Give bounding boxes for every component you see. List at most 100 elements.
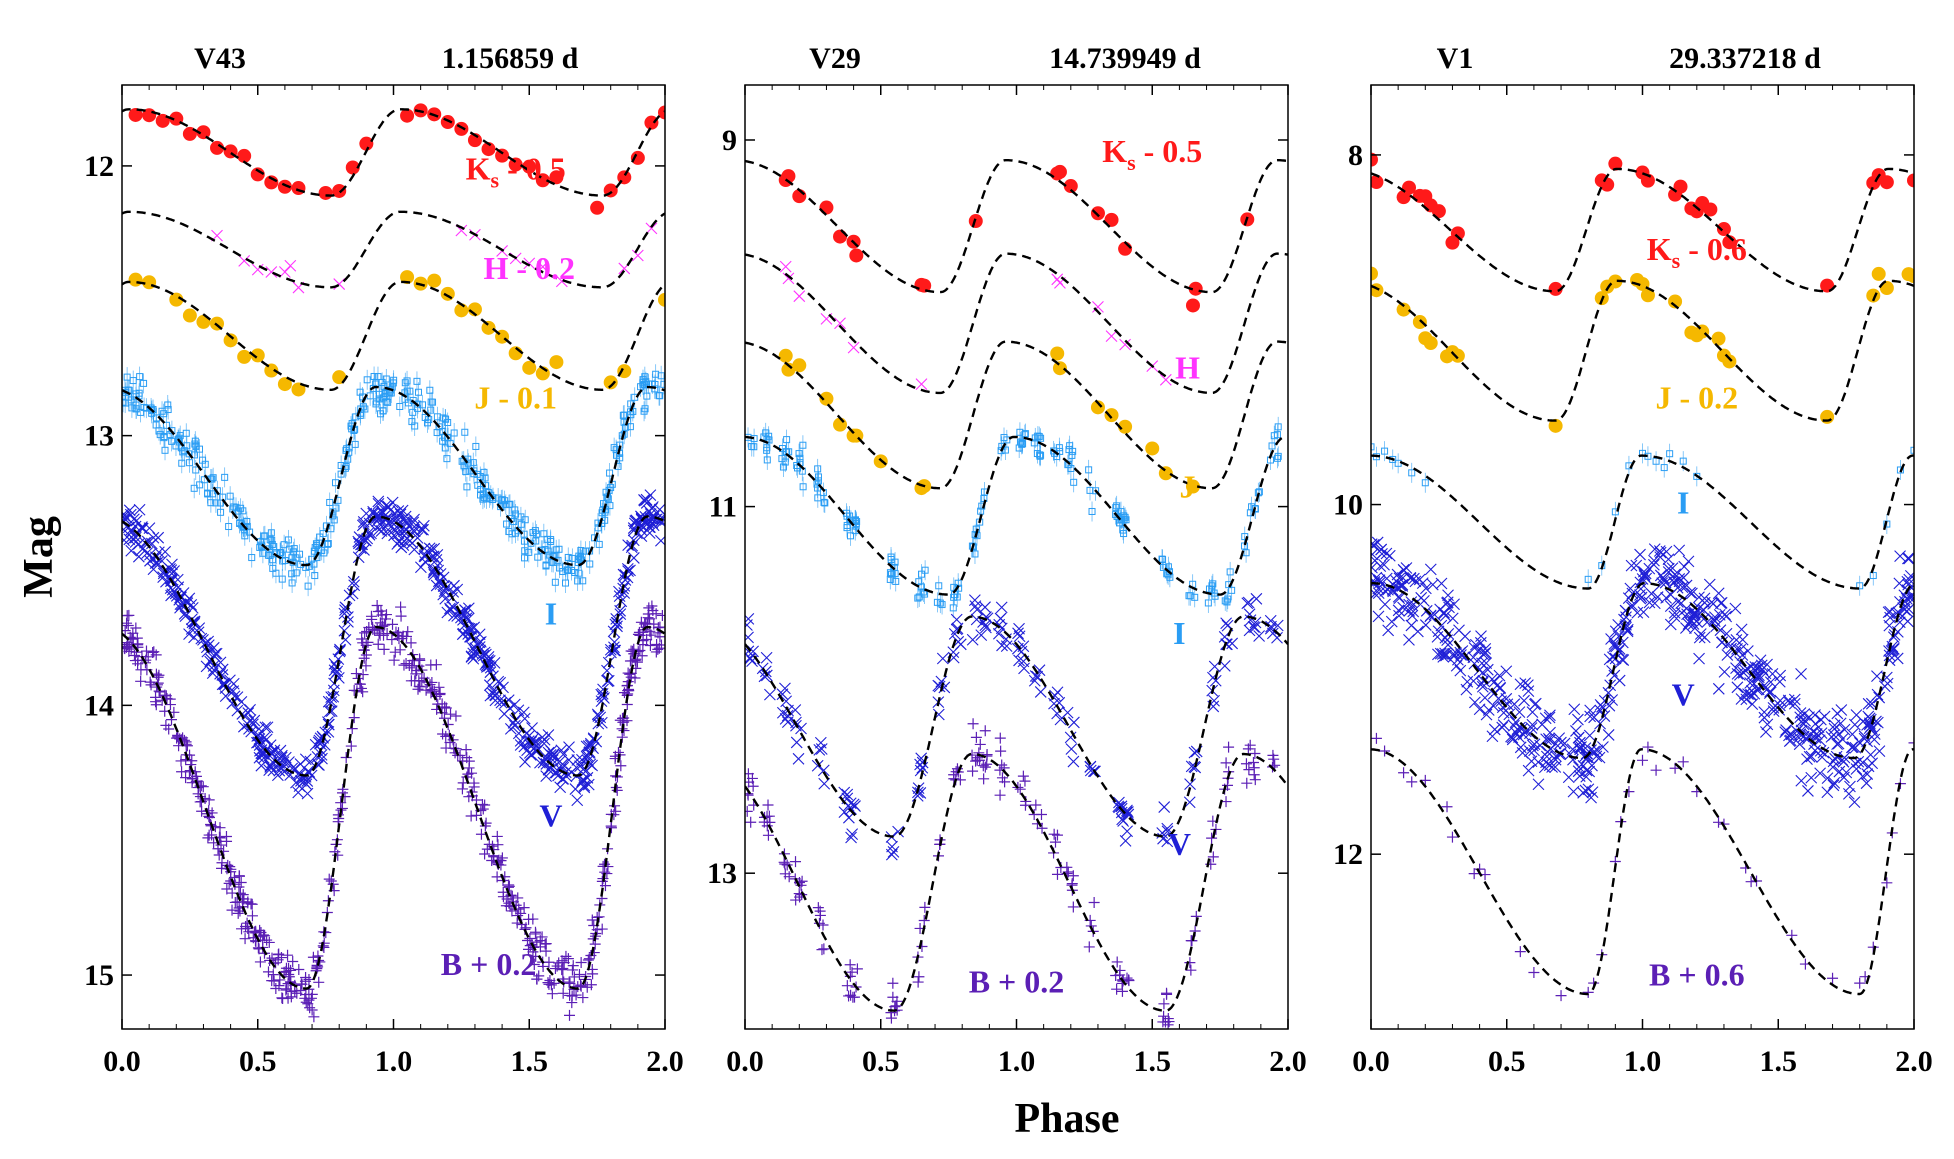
data-point <box>348 712 360 724</box>
data-point <box>596 923 608 935</box>
series-b <box>745 718 1288 1029</box>
data-point <box>781 709 794 722</box>
data-point <box>781 169 796 184</box>
data-point <box>147 646 159 658</box>
data-point <box>1506 731 1519 744</box>
data-point <box>1668 294 1683 309</box>
data-point <box>1637 754 1648 766</box>
data-point <box>1051 273 1064 286</box>
data-point <box>844 797 857 810</box>
data-point <box>454 303 469 318</box>
data-point <box>1493 669 1506 682</box>
data-point <box>1052 164 1067 179</box>
data-point <box>253 722 265 735</box>
data-point <box>1814 744 1827 757</box>
data-point <box>164 699 176 711</box>
data-point <box>1158 998 1170 1010</box>
data-point <box>658 292 665 307</box>
data-point <box>1752 683 1765 696</box>
data-point <box>151 556 164 569</box>
data-point <box>1185 935 1197 947</box>
data-point <box>1613 630 1625 643</box>
data-point <box>1634 576 1647 589</box>
plot-frame <box>121 84 666 1030</box>
data-point <box>566 964 578 976</box>
data-point <box>536 931 548 943</box>
x-tick-label: 2.0 <box>1895 1045 1933 1078</box>
data-point <box>175 755 187 767</box>
data-point <box>291 181 306 196</box>
data-point <box>979 725 991 737</box>
band-label-j: J - 0.1 <box>474 380 557 416</box>
data-point <box>332 653 345 666</box>
data-point <box>838 786 851 799</box>
data-point <box>1122 808 1135 821</box>
data-point <box>430 659 442 671</box>
data-point <box>1749 661 1762 673</box>
data-point <box>762 829 774 841</box>
data-point <box>528 959 540 971</box>
data-point <box>128 272 143 287</box>
data-point <box>1522 685 1535 698</box>
data-point <box>1064 731 1077 744</box>
data-point <box>1249 747 1261 759</box>
data-point <box>1827 779 1840 792</box>
band-label-i: I <box>1677 484 1689 520</box>
data-point <box>545 979 557 991</box>
data-point <box>1092 301 1104 313</box>
data-point <box>1249 621 1261 634</box>
data-point <box>454 121 469 136</box>
data-point <box>1600 177 1615 192</box>
data-point <box>1746 698 1759 710</box>
data-point <box>1065 743 1078 755</box>
data-point <box>1157 1016 1169 1028</box>
data-point <box>542 729 555 741</box>
data-point <box>564 1009 576 1021</box>
data-point <box>1703 202 1718 217</box>
data-point <box>255 744 268 756</box>
data-point <box>644 640 656 652</box>
model-curve <box>1371 582 1914 760</box>
data-point <box>1608 156 1623 171</box>
data-point <box>1440 649 1452 662</box>
data-point <box>1518 694 1530 707</box>
band-label-j: J <box>1180 468 1196 504</box>
data-point <box>130 622 142 634</box>
data-point <box>1901 575 1914 588</box>
data-point <box>1544 726 1556 739</box>
data-point <box>1573 741 1586 754</box>
data-point <box>1220 757 1232 769</box>
data-point <box>916 761 929 774</box>
data-point <box>1439 609 1452 622</box>
data-point <box>1442 638 1454 651</box>
data-point <box>1677 756 1689 768</box>
data-point <box>414 561 427 574</box>
series-points <box>779 260 1172 391</box>
data-point <box>833 229 848 244</box>
data-point <box>608 644 621 657</box>
data-point <box>1754 654 1767 667</box>
data-point <box>1741 645 1754 657</box>
data-point <box>1121 972 1133 984</box>
x-tick-label: 2.0 <box>646 1045 684 1078</box>
data-point <box>1454 664 1467 677</box>
data-point <box>237 349 252 364</box>
x-tick-label: 1.5 <box>1760 1045 1798 1078</box>
data-point <box>180 772 192 784</box>
model-curve <box>1371 167 1914 293</box>
data-point <box>188 631 200 644</box>
data-point <box>152 531 165 544</box>
data-point <box>917 278 932 293</box>
data-point <box>1828 722 1841 735</box>
data-point <box>568 971 580 983</box>
data-point <box>1682 555 1695 568</box>
model-curve <box>745 435 1288 596</box>
data-point <box>1584 710 1597 723</box>
data-point <box>1517 728 1530 741</box>
data-point <box>846 828 859 841</box>
data-point <box>183 628 195 640</box>
data-point <box>647 519 660 532</box>
data-point <box>1068 716 1080 729</box>
data-point <box>779 712 792 725</box>
data-point <box>291 382 306 397</box>
